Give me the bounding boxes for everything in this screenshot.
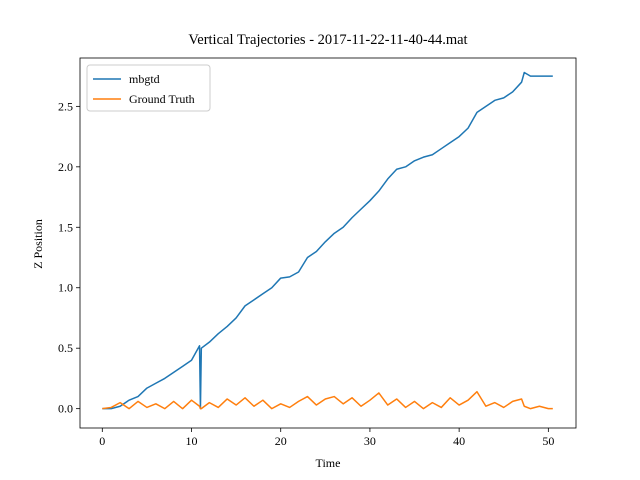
x-tick-label: 30 <box>364 434 376 448</box>
y-tick-label: 2.0 <box>58 160 73 174</box>
data-line <box>102 71 553 410</box>
x-tick-label: 10 <box>186 434 198 448</box>
plot-frame <box>79 57 577 429</box>
chart-title: Vertical Trajectories - 2017-11-22-11-40… <box>188 32 467 48</box>
x-tick-label: 50 <box>542 434 554 448</box>
y-tick-label: 1.0 <box>58 281 73 295</box>
legend-label: mbgtd <box>129 72 160 86</box>
x-tick-label: 40 <box>453 434 465 448</box>
y-tick-label: 0.0 <box>58 402 73 416</box>
legend-label: Ground Truth <box>129 92 195 106</box>
y-tick-label: 1.5 <box>58 220 73 234</box>
x-tick-label: 0 <box>99 434 105 448</box>
y-axis-label: Z Position <box>31 219 45 269</box>
y-tick-label: 0.5 <box>58 341 73 355</box>
x-tick-label: 20 <box>275 434 287 448</box>
x-axis-label: Time <box>316 456 341 470</box>
y-tick-label: 2.5 <box>58 99 73 113</box>
data-line <box>102 390 553 410</box>
